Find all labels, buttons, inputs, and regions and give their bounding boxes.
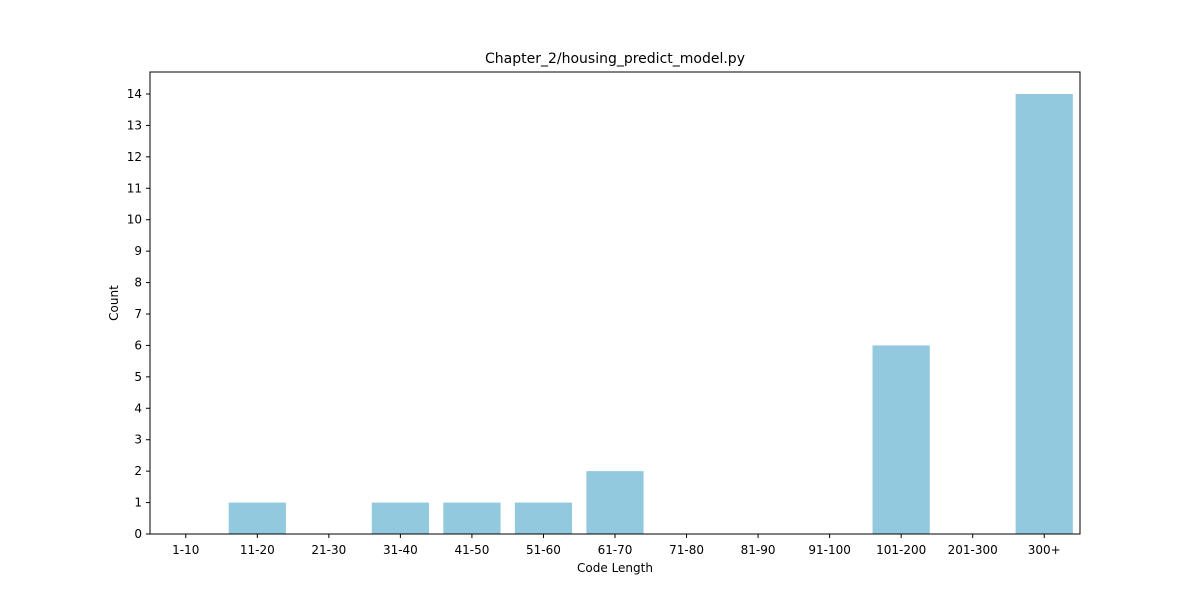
y-tick-label: 9 <box>134 244 142 258</box>
chart-title: Chapter_2/housing_predict_model.py <box>485 51 745 67</box>
x-tick-label: 71-80 <box>669 543 704 557</box>
bar-41-50 <box>443 502 501 534</box>
y-axis-label: Count <box>107 285 121 321</box>
bar-61-70 <box>586 471 644 534</box>
y-tick-label: 7 <box>134 307 142 321</box>
bar-300+ <box>1015 94 1073 534</box>
y-tick-label: 12 <box>127 150 142 164</box>
y-tick-label: 5 <box>134 370 142 384</box>
x-axis-label: Code Length <box>577 561 653 575</box>
bar-31-40 <box>371 502 429 534</box>
x-axis: 1-10 11-20 21-30 31-40 41-50 51-60 61-70 71-80 8… <box>172 534 1061 557</box>
x-tick-label: 201-300 <box>948 543 998 557</box>
y-tick-label: 6 <box>134 338 142 352</box>
y-tick-label: 1 <box>134 496 142 510</box>
y-tick-label: 8 <box>134 276 142 290</box>
y-tick-label: 0 <box>134 527 142 541</box>
bar-51-60 <box>514 502 573 534</box>
x-tick-label: 41-50 <box>454 543 489 557</box>
x-tick-label: 91-100 <box>808 543 851 557</box>
x-tick-label: 21-30 <box>311 543 346 557</box>
x-tick-label: 11-20 <box>240 543 275 557</box>
plot-area-frame <box>149 71 1081 535</box>
bars-layer <box>228 94 1073 534</box>
y-tick-label: 10 <box>127 213 142 227</box>
y-tick-label: 11 <box>127 181 142 195</box>
y-tick-label: 14 <box>127 87 142 101</box>
x-tick-label: 81-90 <box>741 543 776 557</box>
y-tick-label: 3 <box>134 433 142 447</box>
x-tick-label: 1-10 <box>172 543 199 557</box>
x-tick-label: 300+ <box>1028 543 1061 557</box>
x-tick-label: 101-200 <box>876 543 926 557</box>
y-tick-label: 4 <box>134 401 142 415</box>
y-tick-label: 13 <box>127 118 142 132</box>
bar-11-20 <box>228 502 286 534</box>
x-tick-label: 61-70 <box>598 543 633 557</box>
bar-101-200 <box>872 345 930 534</box>
x-tick-label: 51-60 <box>526 543 561 557</box>
y-tick-label: 2 <box>134 464 142 478</box>
x-tick-label: 31-40 <box>383 543 418 557</box>
